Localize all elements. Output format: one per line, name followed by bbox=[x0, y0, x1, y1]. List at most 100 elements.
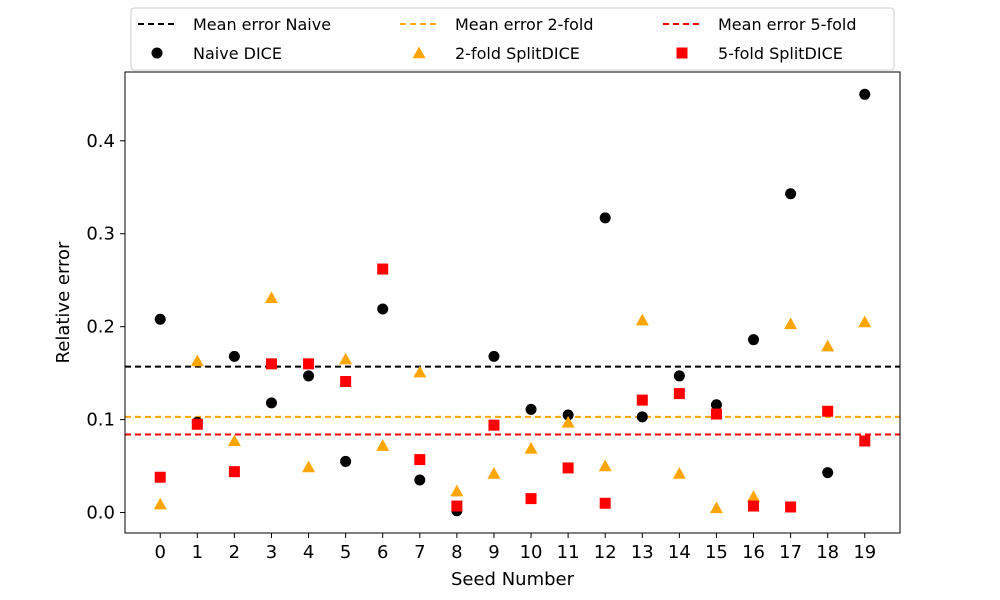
point-5-fold-splitdice-19 bbox=[859, 435, 871, 447]
x-tick-label-17: 17 bbox=[779, 542, 802, 563]
series-5-fold-splitdice bbox=[154, 263, 871, 513]
point-2-fold-splitdice-15 bbox=[709, 501, 723, 514]
point-2-fold-splitdice-13 bbox=[635, 313, 649, 326]
series-2-fold-splitdice bbox=[153, 291, 872, 514]
y-axis-label: Relative error bbox=[53, 241, 74, 363]
point-naive-dice-4 bbox=[303, 370, 315, 382]
x-tick-label-5: 5 bbox=[340, 542, 351, 563]
x-tick-label-12: 12 bbox=[594, 542, 617, 563]
point-naive-dice-18 bbox=[822, 467, 834, 479]
point-5-fold-splitdice-4 bbox=[303, 358, 315, 370]
point-2-fold-splitdice-2 bbox=[227, 434, 241, 447]
plot-area-frame bbox=[124, 71, 901, 534]
point-5-fold-splitdice-8 bbox=[451, 500, 463, 512]
legend-swatch-2-fold-splitdice bbox=[412, 46, 426, 59]
point-2-fold-splitdice-4 bbox=[302, 460, 316, 473]
point-naive-dice-15 bbox=[710, 399, 722, 411]
legend-label-mean-error-2-fold: Mean error 2-fold bbox=[455, 15, 593, 34]
point-5-fold-splitdice-10 bbox=[525, 493, 537, 505]
legend-label-mean-error-5-fold: Mean error 5-fold bbox=[718, 15, 856, 34]
point-naive-dice-10 bbox=[525, 403, 537, 415]
point-naive-dice-14 bbox=[673, 370, 685, 382]
legend-entry-mean-error-2-fold: Mean error 2-fold bbox=[400, 15, 593, 34]
legend-entry-5-fold-splitdice: 5-fold SplitDICE bbox=[676, 44, 843, 63]
legend-entry-2-fold-splitdice: 2-fold SplitDICE bbox=[412, 44, 580, 63]
point-naive-dice-7 bbox=[414, 474, 426, 486]
point-2-fold-splitdice-8 bbox=[450, 484, 464, 497]
point-2-fold-splitdice-19 bbox=[858, 315, 872, 328]
point-naive-dice-3 bbox=[265, 397, 277, 409]
point-5-fold-splitdice-2 bbox=[228, 466, 240, 478]
x-axis: 0 1 2 3 4 5 6 7 8 9 10 11 12 13 14 15 16 17 18 19 bbox=[155, 533, 876, 563]
point-2-fold-splitdice-17 bbox=[784, 317, 798, 330]
point-5-fold-splitdice-15 bbox=[710, 408, 722, 420]
point-5-fold-splitdice-1 bbox=[191, 418, 203, 430]
point-naive-dice-0 bbox=[154, 313, 166, 325]
x-tick-label-1: 1 bbox=[192, 542, 203, 563]
point-5-fold-splitdice-17 bbox=[785, 501, 797, 513]
x-tick-label-2: 2 bbox=[229, 542, 240, 563]
point-naive-dice-11 bbox=[562, 409, 574, 421]
y-tick-label-3: 0.3 bbox=[86, 224, 115, 245]
x-tick-label-15: 15 bbox=[705, 542, 728, 563]
x-tick-label-11: 11 bbox=[557, 542, 580, 563]
series-naive-dice bbox=[154, 88, 871, 517]
point-5-fold-splitdice-9 bbox=[488, 419, 500, 431]
x-tick-label-10: 10 bbox=[520, 542, 543, 563]
y-tick-label-0: 0.0 bbox=[86, 503, 115, 524]
point-5-fold-splitdice-12 bbox=[599, 497, 611, 509]
point-naive-dice-9 bbox=[488, 350, 500, 362]
point-2-fold-splitdice-10 bbox=[524, 441, 538, 454]
legend-label-2-fold-splitdice: 2-fold SplitDICE bbox=[455, 44, 580, 63]
point-2-fold-splitdice-1 bbox=[190, 354, 204, 367]
y-tick-label-4: 0.4 bbox=[86, 131, 115, 152]
legend-label-mean-error-naive: Mean error Naive bbox=[193, 15, 331, 34]
legend-entry-mean-error-naive: Mean error Naive bbox=[138, 15, 331, 34]
legend-entry-naive-dice: Naive DICE bbox=[151, 44, 282, 63]
legend: Mean error Naive Mean error 2-fold Mean er… bbox=[130, 7, 895, 71]
point-2-fold-splitdice-6 bbox=[376, 439, 390, 451]
point-5-fold-splitdice-5 bbox=[340, 376, 352, 388]
mean-reference-lines bbox=[125, 365, 900, 436]
x-tick-label-0: 0 bbox=[155, 542, 166, 563]
point-5-fold-splitdice-0 bbox=[154, 471, 166, 483]
x-tick-label-14: 14 bbox=[668, 542, 691, 563]
y-axis: 0.0 0.1 0.2 0.3 0.4 bbox=[86, 131, 125, 524]
x-tick-label-7: 7 bbox=[414, 542, 425, 563]
x-axis-label: Seed Number bbox=[451, 569, 575, 590]
point-2-fold-splitdice-12 bbox=[598, 459, 612, 472]
point-5-fold-splitdice-11 bbox=[562, 462, 574, 474]
point-naive-dice-13 bbox=[636, 411, 648, 423]
point-5-fold-splitdice-18 bbox=[822, 405, 834, 417]
x-tick-label-3: 3 bbox=[266, 542, 277, 563]
x-tick-label-16: 16 bbox=[742, 542, 765, 563]
point-naive-dice-16 bbox=[748, 334, 760, 346]
point-5-fold-splitdice-13 bbox=[636, 394, 648, 406]
x-tick-label-6: 6 bbox=[377, 542, 388, 563]
point-naive-dice-6 bbox=[377, 303, 389, 315]
legend-swatch-5-fold-splitdice bbox=[676, 47, 688, 59]
x-tick-label-8: 8 bbox=[451, 542, 462, 563]
legend-label-naive-dice: Naive DICE bbox=[193, 44, 282, 63]
x-tick-label-9: 9 bbox=[488, 542, 499, 563]
point-2-fold-splitdice-0 bbox=[153, 497, 167, 510]
point-2-fold-splitdice-14 bbox=[672, 467, 686, 479]
point-5-fold-splitdice-3 bbox=[265, 358, 277, 370]
legend-label-5-fold-splitdice: 5-fold SplitDICE bbox=[718, 44, 843, 63]
legend-frame bbox=[130, 7, 895, 71]
point-2-fold-splitdice-18 bbox=[821, 339, 835, 352]
point-5-fold-splitdice-6 bbox=[377, 263, 389, 275]
point-2-fold-splitdice-7 bbox=[413, 365, 427, 378]
point-2-fold-splitdice-11 bbox=[561, 415, 575, 428]
point-2-fold-splitdice-16 bbox=[747, 490, 761, 502]
point-5-fold-splitdice-7 bbox=[414, 454, 426, 466]
legend-swatch-naive-dice bbox=[151, 47, 163, 59]
point-naive-dice-19 bbox=[859, 88, 871, 100]
point-naive-dice-2 bbox=[228, 350, 240, 362]
point-5-fold-splitdice-16 bbox=[748, 500, 760, 512]
point-2-fold-splitdice-9 bbox=[487, 467, 501, 479]
x-tick-label-18: 18 bbox=[816, 542, 839, 563]
point-2-fold-splitdice-3 bbox=[264, 291, 278, 304]
y-tick-label-1: 0.1 bbox=[86, 410, 115, 431]
